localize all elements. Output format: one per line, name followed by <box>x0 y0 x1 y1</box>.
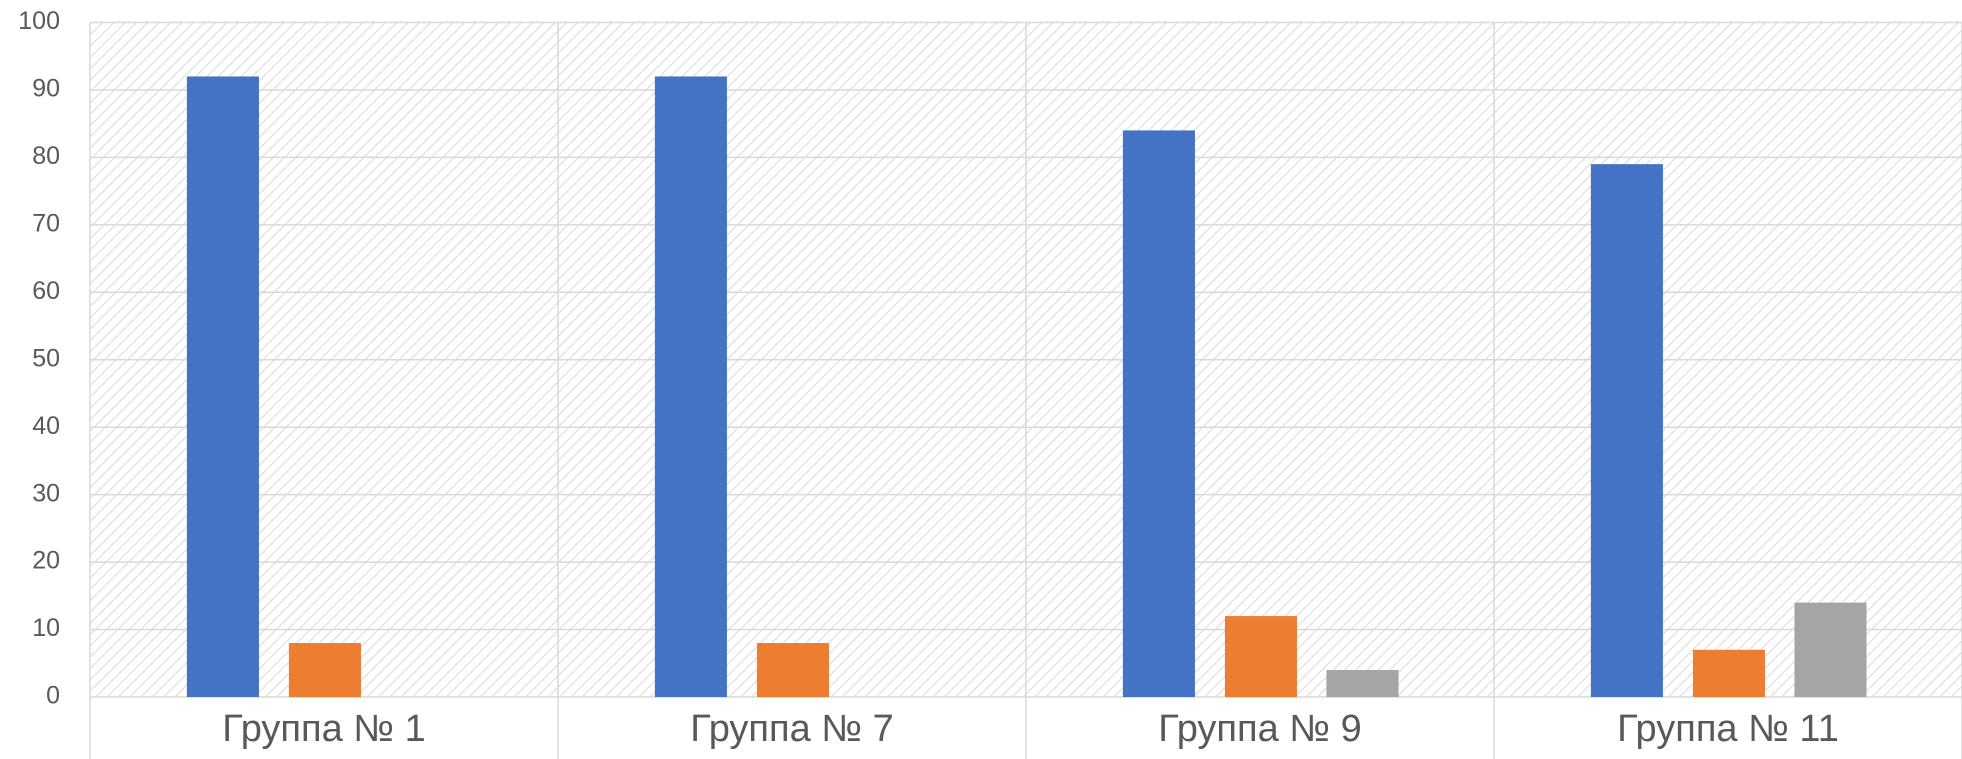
y-tick-label: 50 <box>32 344 60 372</box>
bar <box>288 643 361 697</box>
x-tick-label: Группа № 9 <box>1158 708 1361 750</box>
bar <box>654 76 727 697</box>
y-tick-label: 100 <box>18 7 60 35</box>
y-tick-label: 90 <box>32 75 60 103</box>
y-tick-label: 70 <box>32 209 60 237</box>
bar <box>186 76 259 697</box>
x-tick-label: Группа № 7 <box>690 708 893 750</box>
y-tick-label: 30 <box>32 479 60 507</box>
y-tick-label: 0 <box>46 682 60 710</box>
bar <box>756 643 829 697</box>
bar <box>1326 670 1399 697</box>
bar <box>1122 130 1195 698</box>
bar <box>1224 616 1297 697</box>
y-tick-label: 60 <box>32 277 60 305</box>
y-tick-label: 80 <box>32 142 60 170</box>
x-tick-label: Группа № 11 <box>1617 708 1839 750</box>
bar <box>1692 649 1765 697</box>
x-tick-label: Группа № 1 <box>222 708 425 750</box>
bar <box>1794 602 1867 697</box>
bar <box>1590 164 1663 697</box>
y-tick-label: 10 <box>32 614 60 642</box>
y-tick-label: 40 <box>32 412 60 440</box>
y-tick-label: 20 <box>32 547 60 575</box>
